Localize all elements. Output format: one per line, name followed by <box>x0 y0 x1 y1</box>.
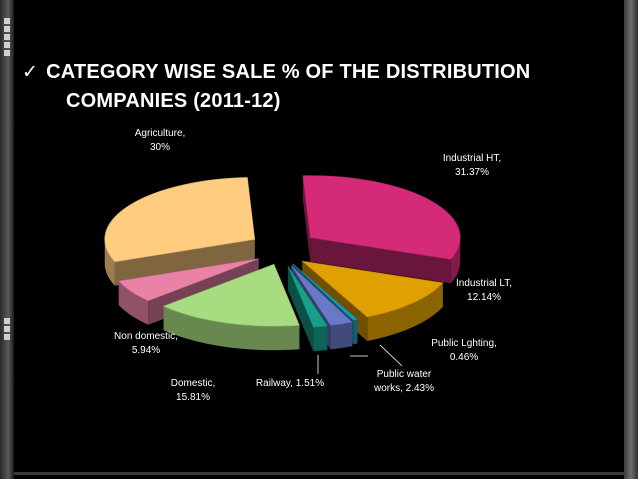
label-non-domestic: Non domestic, 5.94% <box>114 331 178 356</box>
pie-slice-side-4 <box>313 325 328 352</box>
pie-slice-2 <box>292 263 359 321</box>
pie-slice-wall-7-0 <box>114 239 255 286</box>
label-industrial-lt: Industrial LT, 12.14% <box>456 278 512 303</box>
decorative-squares-bottom <box>0 316 14 340</box>
pie-slice-0 <box>302 175 461 260</box>
pie-slice-4 <box>287 265 328 328</box>
title-line-1: CATEGORY WISE SALE % OF THE DISTRIBUTION <box>46 61 531 83</box>
pie-slice-6 <box>118 258 259 302</box>
pie-slice-side-3 <box>330 322 353 350</box>
pie-slice-3 <box>290 265 353 326</box>
pie-slice-side-7 <box>104 238 115 286</box>
pie-slice-side-0 <box>450 235 461 284</box>
pie-slice-wall-0-1 <box>310 237 451 284</box>
label-industrial-ht: Industrial HT, 31.37% <box>442 153 502 178</box>
checkmark-icon: ✓ <box>22 62 39 83</box>
leader-line-2 <box>379 344 403 367</box>
label-domestic: Domestic, 15.81% <box>170 378 216 403</box>
label-railway: Railway, 1.51% <box>255 378 325 389</box>
slide-title: ✓ CATEGORY WISE SALE % OF THE DISTRIBUTIO… <box>22 58 582 115</box>
right-accent-bar <box>624 0 638 479</box>
left-accent-bar <box>0 0 14 479</box>
title-line-2: COMPANIES (2011-12) <box>66 90 281 112</box>
pie-slice-wall-4-1 <box>287 266 314 352</box>
pie-slice-side-5 <box>163 306 300 351</box>
pie-slice-wall-0-0 <box>302 175 311 262</box>
pie-slice-side-1 <box>367 282 443 342</box>
pie-slice-side-6 <box>118 281 149 325</box>
bottom-rule <box>14 472 624 475</box>
pie-slice-1 <box>301 260 444 318</box>
label-public-water-works: Public water works, 2.43% <box>373 369 435 394</box>
label-public-lighting: Public Lghting, 0.46% <box>431 338 497 363</box>
decorative-squares-top <box>0 16 14 56</box>
pie-slice-7 <box>104 177 256 263</box>
pie-slice-5 <box>162 263 300 327</box>
pie-slice-side-2 <box>353 319 358 345</box>
label-agriculture: Agriculture, 30% <box>134 128 186 153</box>
